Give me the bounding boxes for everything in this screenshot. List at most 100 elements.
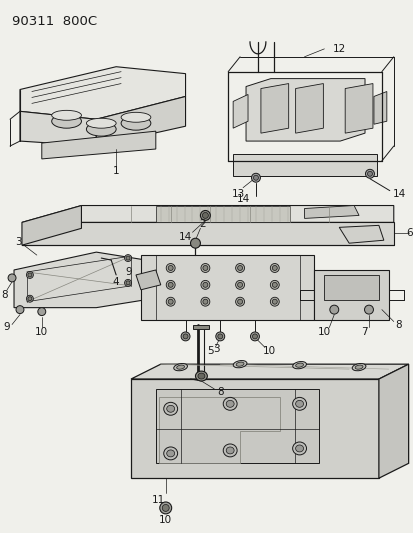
Polygon shape (96, 96, 185, 146)
Ellipse shape (351, 364, 365, 371)
Ellipse shape (176, 365, 184, 369)
Ellipse shape (225, 400, 234, 407)
Ellipse shape (215, 332, 224, 341)
Ellipse shape (272, 299, 277, 304)
Ellipse shape (250, 332, 259, 341)
Polygon shape (14, 252, 145, 308)
Ellipse shape (235, 280, 244, 289)
Ellipse shape (159, 502, 171, 514)
Polygon shape (338, 225, 383, 243)
Ellipse shape (168, 265, 173, 270)
Ellipse shape (86, 118, 116, 128)
Ellipse shape (272, 265, 277, 270)
Text: 8: 8 (216, 387, 223, 397)
Text: 14: 14 (392, 189, 406, 199)
Ellipse shape (223, 398, 237, 410)
Polygon shape (131, 364, 408, 379)
Ellipse shape (235, 263, 244, 272)
Ellipse shape (180, 332, 190, 341)
Ellipse shape (166, 280, 175, 289)
Text: 9: 9 (126, 267, 132, 277)
Ellipse shape (16, 305, 24, 313)
Polygon shape (193, 325, 209, 329)
Ellipse shape (86, 122, 116, 136)
Polygon shape (304, 206, 358, 219)
Ellipse shape (28, 273, 32, 277)
Ellipse shape (121, 116, 150, 130)
Polygon shape (22, 206, 81, 245)
Ellipse shape (121, 112, 150, 122)
Text: 10: 10 (263, 346, 276, 356)
Polygon shape (233, 154, 376, 176)
Polygon shape (131, 379, 378, 478)
Polygon shape (233, 94, 247, 128)
Ellipse shape (270, 263, 279, 272)
Text: 11: 11 (152, 495, 165, 505)
Ellipse shape (197, 373, 204, 379)
Ellipse shape (252, 334, 257, 339)
Text: 8: 8 (394, 319, 401, 329)
Ellipse shape (126, 281, 130, 285)
Polygon shape (22, 222, 393, 245)
Polygon shape (378, 364, 408, 478)
Ellipse shape (124, 279, 131, 286)
Ellipse shape (202, 299, 207, 304)
Text: 10: 10 (317, 327, 330, 337)
Polygon shape (245, 78, 364, 141)
Ellipse shape (295, 400, 303, 407)
Polygon shape (155, 206, 289, 222)
Ellipse shape (202, 213, 208, 219)
Ellipse shape (270, 297, 279, 306)
Text: 1: 1 (113, 166, 119, 176)
Ellipse shape (217, 334, 222, 339)
Text: 7: 7 (360, 327, 366, 337)
Ellipse shape (166, 450, 174, 457)
Ellipse shape (168, 299, 173, 304)
Ellipse shape (164, 447, 177, 460)
Ellipse shape (292, 398, 306, 410)
Ellipse shape (295, 363, 303, 367)
Ellipse shape (365, 169, 373, 178)
Ellipse shape (237, 265, 242, 270)
Ellipse shape (26, 271, 33, 278)
Polygon shape (155, 389, 319, 463)
Ellipse shape (253, 175, 258, 180)
Ellipse shape (173, 364, 187, 371)
Text: 6: 6 (405, 228, 412, 238)
Text: 12: 12 (332, 44, 345, 54)
Polygon shape (20, 67, 185, 119)
Ellipse shape (162, 504, 169, 511)
Text: 5: 5 (206, 346, 213, 356)
Ellipse shape (52, 110, 81, 120)
Ellipse shape (200, 263, 209, 272)
Ellipse shape (233, 360, 246, 368)
Polygon shape (323, 275, 378, 300)
Polygon shape (314, 270, 388, 320)
Ellipse shape (354, 365, 362, 369)
Text: 4: 4 (113, 277, 119, 287)
Text: 9: 9 (4, 322, 10, 333)
Ellipse shape (164, 402, 177, 415)
Ellipse shape (124, 255, 131, 262)
Text: 14: 14 (178, 232, 192, 243)
Ellipse shape (166, 263, 175, 272)
Ellipse shape (52, 114, 81, 128)
Polygon shape (135, 270, 160, 290)
Ellipse shape (200, 280, 209, 289)
Ellipse shape (8, 274, 16, 282)
Ellipse shape (363, 305, 373, 314)
Text: 90311  800C: 90311 800C (12, 15, 97, 28)
Ellipse shape (292, 361, 306, 369)
Polygon shape (373, 92, 386, 124)
Ellipse shape (367, 171, 372, 176)
Ellipse shape (225, 447, 234, 454)
Ellipse shape (251, 173, 260, 182)
Ellipse shape (202, 265, 207, 270)
Ellipse shape (28, 297, 32, 301)
Polygon shape (20, 111, 96, 146)
Text: 10: 10 (159, 515, 172, 525)
Polygon shape (42, 131, 155, 159)
Ellipse shape (329, 305, 338, 314)
Ellipse shape (272, 282, 277, 287)
Ellipse shape (183, 334, 188, 339)
